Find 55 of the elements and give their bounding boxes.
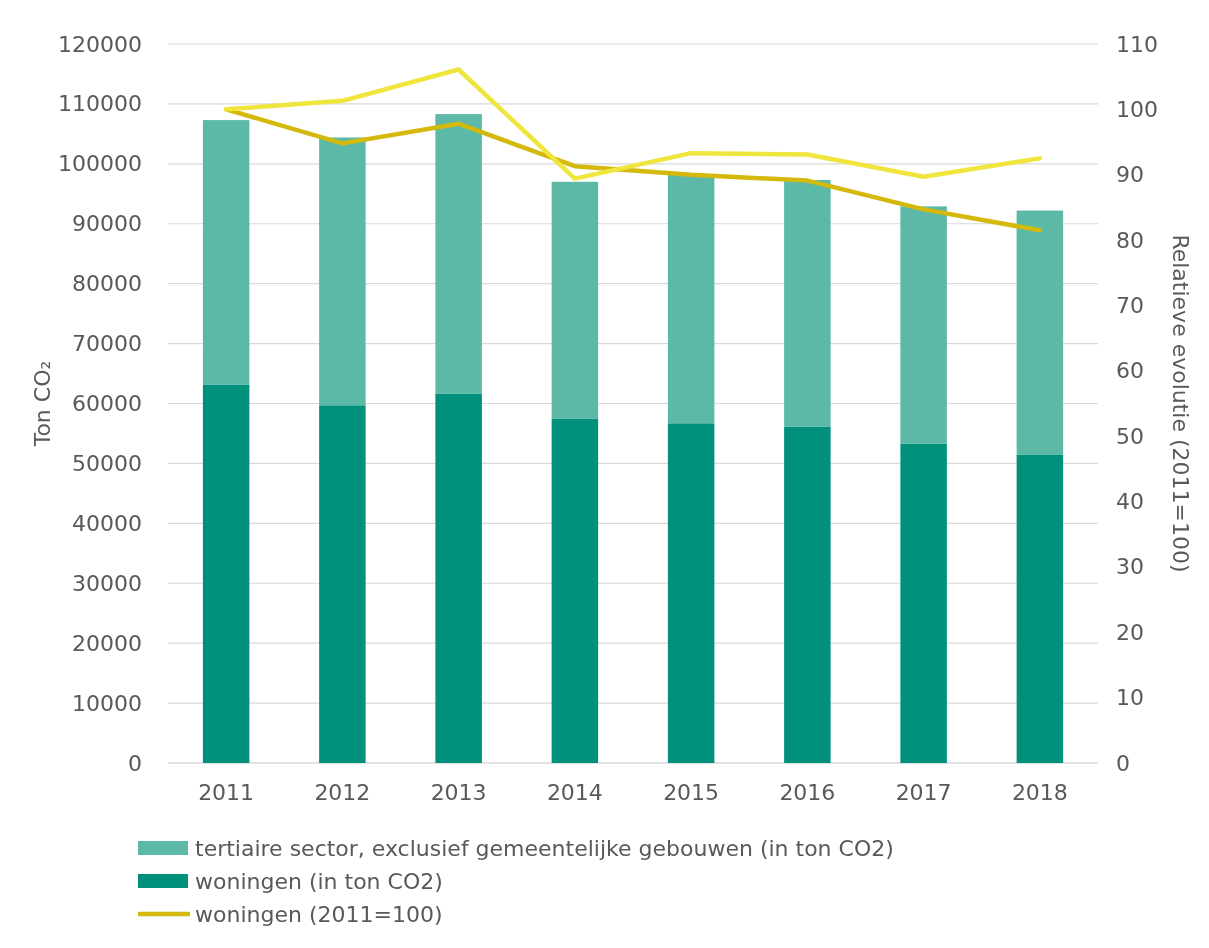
y-tick-label: 80000 bbox=[72, 271, 142, 297]
bar bbox=[784, 426, 831, 763]
legend-label: tertiaire sector, exclusief gemeentelijke gebouwen (in ton CO2) bbox=[195, 835, 894, 861]
y2-tick-label: 20 bbox=[1116, 619, 1144, 645]
bar bbox=[202, 384, 250, 763]
y-tick-label: 90000 bbox=[72, 211, 142, 237]
y-axis-title: Ton CO₂ bbox=[30, 360, 55, 448]
x-tick-label: 2017 bbox=[895, 780, 952, 805]
y2-tick-label: 60 bbox=[1116, 358, 1144, 384]
x-tick-label: 2011 bbox=[198, 780, 255, 805]
y-tick-label: 120000 bbox=[58, 31, 142, 57]
y-tick-label: 10000 bbox=[72, 690, 142, 716]
legend-label: woningen (2011=100) bbox=[195, 901, 443, 927]
bar bbox=[784, 180, 831, 427]
bar bbox=[1016, 210, 1064, 455]
bar bbox=[551, 418, 599, 763]
bar bbox=[435, 393, 482, 763]
y-tick-label: 20000 bbox=[72, 630, 142, 656]
y2-tick-label: 100 bbox=[1116, 96, 1158, 122]
legend-label: woningen (in ton CO2) bbox=[195, 868, 443, 894]
y2-tick-label: 110 bbox=[1116, 31, 1158, 57]
y2-tick-label: 90 bbox=[1116, 162, 1144, 188]
y2-tick-label: 50 bbox=[1116, 423, 1144, 449]
bar bbox=[202, 120, 250, 385]
y-tick-label: 30000 bbox=[72, 570, 142, 596]
bar bbox=[551, 181, 599, 419]
y-tick-label: 60000 bbox=[72, 391, 142, 416]
y2-axis-title: Relatieve evolutie (2011=100) bbox=[1168, 234, 1193, 573]
bar bbox=[900, 206, 947, 444]
y-tick-label: 70000 bbox=[72, 331, 142, 357]
y2-tick-label: 70 bbox=[1116, 292, 1144, 318]
bar bbox=[667, 423, 715, 763]
x-tick-label: 2015 bbox=[663, 780, 720, 805]
y2-tick-label: 80 bbox=[1116, 227, 1144, 253]
y2-tick-label: 10 bbox=[1116, 685, 1144, 711]
y2-tick-label: 0 bbox=[1116, 750, 1130, 776]
line-series bbox=[223, 67, 1043, 181]
y-tick-label: 110000 bbox=[58, 91, 142, 117]
y-tick-label: 40000 bbox=[72, 510, 142, 536]
x-tick-label: 2014 bbox=[546, 780, 603, 805]
y2-tick-label: 40 bbox=[1116, 489, 1144, 515]
bar bbox=[435, 114, 482, 394]
y2-tick-label: 30 bbox=[1116, 554, 1144, 580]
bar bbox=[319, 405, 366, 763]
y-tick-label: 50000 bbox=[72, 450, 142, 476]
y-tick-label: 100000 bbox=[58, 151, 142, 177]
bar bbox=[667, 174, 715, 424]
y-tick-label: 0 bbox=[128, 750, 142, 776]
bar bbox=[1016, 454, 1064, 763]
bar bbox=[900, 443, 947, 763]
x-tick-label: 2018 bbox=[1011, 780, 1068, 805]
x-tick-label: 2012 bbox=[314, 780, 371, 805]
x-tick-label: 2013 bbox=[430, 780, 487, 805]
x-tick-label: 2016 bbox=[779, 780, 836, 805]
bar bbox=[319, 137, 366, 406]
